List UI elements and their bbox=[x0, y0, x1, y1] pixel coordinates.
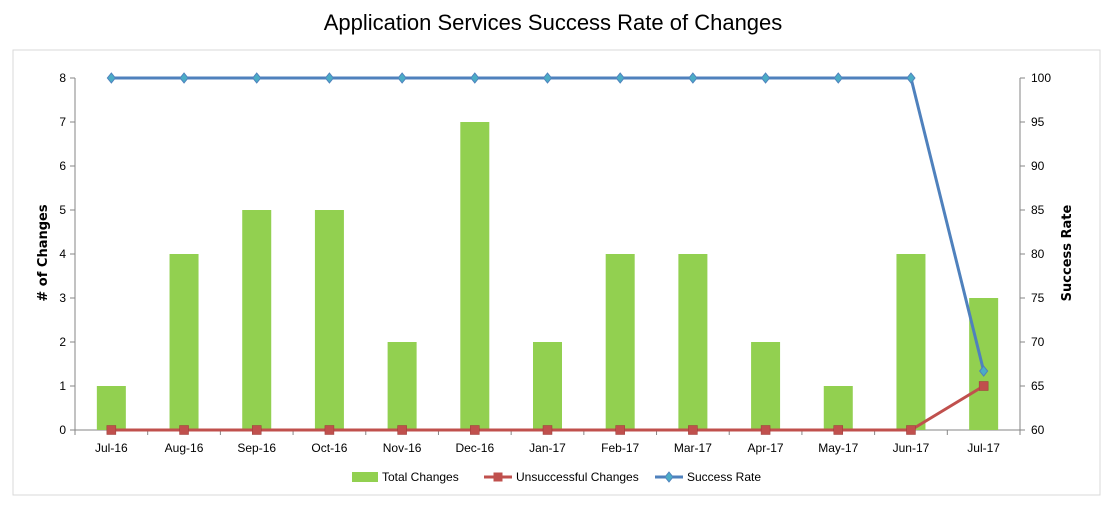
marker-success-rate bbox=[979, 365, 989, 377]
bar-total-changes bbox=[242, 210, 272, 430]
marker-success-rate bbox=[542, 72, 553, 84]
marker-unsuccessful-changes bbox=[324, 425, 335, 435]
marker-success-rate bbox=[833, 72, 843, 84]
y2-tick-label: 85 bbox=[1031, 203, 1045, 217]
x-tick-label: Jul-16 bbox=[95, 441, 128, 455]
bar-total-changes bbox=[387, 342, 417, 430]
x-tick-label: Dec-16 bbox=[455, 441, 494, 455]
bar-total-changes bbox=[969, 298, 999, 430]
marker-success-rate bbox=[906, 72, 916, 84]
bar-total-changes bbox=[460, 122, 490, 430]
x-tick-label: Oct-16 bbox=[311, 441, 347, 455]
x-tick-label: Feb-17 bbox=[601, 441, 639, 455]
bar-total-changes bbox=[314, 210, 344, 430]
x-tick-label: Jan-17 bbox=[529, 441, 566, 455]
marker-unsuccessful-changes bbox=[106, 425, 117, 435]
y-tick-label: 8 bbox=[59, 71, 66, 85]
y-tick-label: 5 bbox=[59, 203, 66, 217]
bar-total-changes bbox=[533, 342, 562, 430]
marker-success-rate bbox=[760, 72, 771, 84]
y-axis-title: # of Changes bbox=[36, 204, 51, 301]
marker-success-rate bbox=[470, 72, 480, 84]
y2-tick-label: 95 bbox=[1031, 115, 1045, 129]
legend-label-total-changes: Total Changes bbox=[382, 470, 459, 484]
marker-success-rate bbox=[106, 72, 116, 84]
y-tick-label: 6 bbox=[59, 159, 66, 173]
legend-label-unsuccessful-changes: Unsuccessful Changes bbox=[516, 470, 639, 484]
marker-unsuccessful-changes bbox=[615, 425, 625, 435]
marker-unsuccessful-changes bbox=[978, 381, 989, 391]
marker-unsuccessful-changes bbox=[760, 425, 771, 435]
x-tick-label: Nov-16 bbox=[383, 441, 422, 455]
y-tick-label: 1 bbox=[59, 379, 66, 393]
bar-total-changes bbox=[678, 254, 708, 430]
chart-title: Application Services Success Rate of Cha… bbox=[324, 10, 783, 35]
marker-success-rate bbox=[615, 72, 625, 84]
legend-marker-unsuccessful-changes bbox=[493, 472, 503, 482]
y-tick-label: 4 bbox=[59, 247, 66, 261]
marker-success-rate bbox=[179, 72, 189, 84]
y2-tick-label: 70 bbox=[1031, 335, 1045, 349]
x-tick-label: May-17 bbox=[818, 441, 858, 455]
y2-tick-label: 80 bbox=[1031, 247, 1045, 261]
legend-swatch-total-changes bbox=[352, 472, 378, 482]
marker-unsuccessful-changes bbox=[542, 425, 553, 435]
marker-unsuccessful-changes bbox=[470, 425, 480, 435]
y2-tick-label: 60 bbox=[1031, 423, 1045, 437]
legend-label-success-rate: Success Rate bbox=[687, 470, 761, 484]
y2-tick-label: 75 bbox=[1031, 291, 1045, 305]
bar-total-changes bbox=[751, 342, 781, 430]
bar-total-changes bbox=[605, 254, 635, 430]
y-tick-label: 3 bbox=[59, 291, 66, 305]
bar-total-changes bbox=[96, 386, 126, 430]
legend-marker-success-rate bbox=[664, 471, 674, 483]
marker-unsuccessful-changes bbox=[251, 425, 262, 435]
marker-unsuccessful-changes bbox=[688, 425, 698, 435]
y2-tick-label: 90 bbox=[1031, 159, 1045, 173]
x-tick-label: Jul-17 bbox=[967, 441, 1000, 455]
marker-unsuccessful-changes bbox=[397, 425, 407, 435]
marker-unsuccessful-changes bbox=[906, 425, 916, 435]
bar-total-changes bbox=[169, 254, 199, 430]
marker-unsuccessful-changes bbox=[833, 425, 844, 435]
y2-tick-label: 100 bbox=[1031, 71, 1051, 85]
plot-area: 0 1 2 3 4 5 6 7 8 60 65 70 75 80 85 90 95 100 Jul-16 Aug-16… bbox=[59, 71, 1051, 455]
y-tick-label: 2 bbox=[59, 335, 66, 349]
marker-success-rate bbox=[252, 72, 262, 84]
marker-unsuccessful-changes bbox=[179, 425, 189, 435]
marker-success-rate bbox=[688, 72, 698, 84]
y2-axis-title: Success Rate bbox=[1060, 204, 1075, 301]
y2-tick-label: 65 bbox=[1031, 379, 1045, 393]
y-tick-label: 0 bbox=[59, 423, 66, 437]
marker-success-rate bbox=[397, 72, 407, 84]
x-tick-label: Mar-17 bbox=[674, 441, 712, 455]
y-tick-label: 7 bbox=[59, 115, 66, 129]
legend: Total Changes Unsuccessful Changes Success… bbox=[352, 470, 761, 484]
x-tick-label: Aug-16 bbox=[165, 441, 204, 455]
x-tick-label: Jun-17 bbox=[893, 441, 930, 455]
marker-success-rate bbox=[324, 72, 335, 84]
x-tick-label: Sep-16 bbox=[237, 441, 276, 455]
x-tick-label: Apr-17 bbox=[748, 441, 784, 455]
bar-total-changes bbox=[823, 386, 853, 430]
bar-total-changes bbox=[896, 254, 926, 430]
